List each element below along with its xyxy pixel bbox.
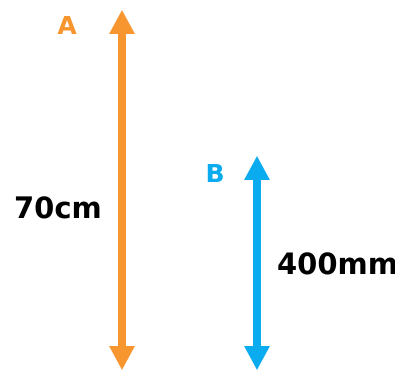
arrow-a-head-bottom [109,346,135,370]
arrow-a: A 70cm [14,10,135,370]
arrow-b-measure: 400mm [277,247,395,281]
arrow-b-letter: B [205,159,224,188]
arrow-a-letter: A [57,11,77,40]
arrow-b: B 400mm [205,156,395,370]
arrow-b-head-bottom [244,346,270,370]
arrow-b-head-top [244,156,270,180]
arrow-a-measure: 70cm [14,191,102,225]
arrow-a-head-top [109,10,135,34]
